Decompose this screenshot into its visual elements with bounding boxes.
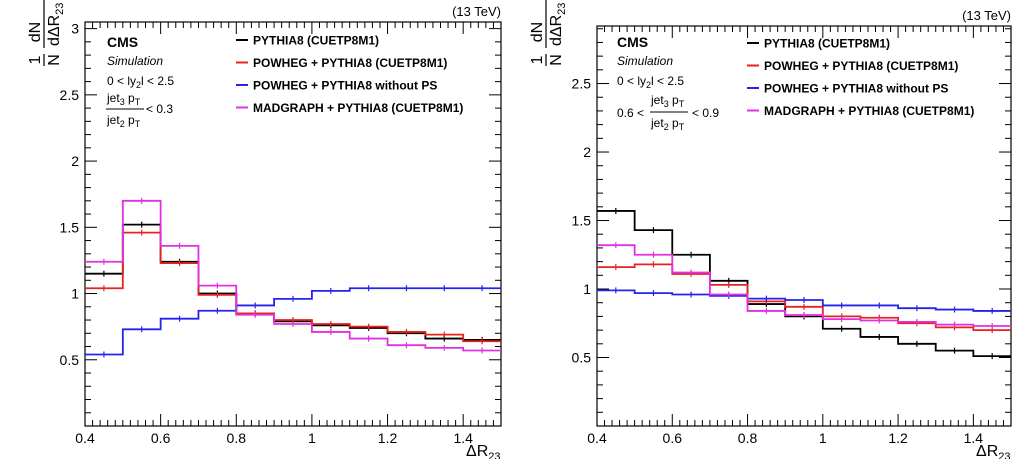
left-ylabel-ddr: dΔR23 [46, 3, 66, 46]
right-ylabel-dn: dN [529, 22, 546, 42]
right-y-tick-label: 1.5 [572, 213, 592, 229]
left-legend-entry: POWHEG + PYTHIA8 (CUETP8M1) [253, 56, 447, 70]
right-ratio-numerator: jet3 pT [650, 93, 685, 109]
right-cms-label: CMS [617, 34, 648, 50]
right-y-axis-label: 1 N dN dΔR23 [529, 0, 568, 66]
right-series-group [597, 207, 1011, 360]
right-legend-entry: POWHEG + PYTHIA8 (CUETP8M1) [764, 59, 958, 73]
left-series-line-2 [85, 287, 501, 356]
left-frame [84, 21, 502, 427]
right-frame [596, 25, 1012, 427]
right-y-tick-label: 2 [583, 144, 591, 160]
left-y-tick-label: 2 [71, 153, 79, 169]
right-x-tick-label: 0.4 [587, 430, 607, 446]
left-y-tick-label: 2.5 [60, 87, 80, 103]
right-x-axis: 0.4 0.6 0.8 1 1.2 1.4 [587, 26, 1012, 446]
right-x-tick-label: 1 [819, 430, 827, 446]
left-legend-entry: MADGRAPH + PYTHIA8 (CUETP8M1) [253, 101, 463, 115]
right-x-tick-label: 1.2 [888, 430, 908, 446]
left-ratio-cut: jet3 pT jet2 pT < 0.3 [106, 91, 173, 129]
left-legend-entry: PYTHIA8 (CUETP8M1) [253, 34, 379, 48]
right-ratio-suffix: < 0.9 [692, 106, 719, 120]
left-ratio-suffix: < 0.3 [146, 102, 173, 116]
left-simulation-label: Simulation [107, 54, 163, 68]
left-ylabel-one: 1 [27, 55, 44, 64]
left-ratio-numerator: jet3 pT [106, 91, 141, 107]
left-x-axis-label: ΔR23 [466, 443, 501, 459]
left-x-tick-label: 0.8 [227, 430, 247, 446]
right-ylabel-one: 1 [529, 55, 546, 64]
right-energy-label: (13 TeV) [962, 8, 1011, 23]
left-panel: 0.4 0.6 0.8 1 1.2 1.4 0.5 1 1.5 2 2.5 3 (13 TeV) 1… [27, 0, 502, 463]
left-legend: PYTHIA8 (CUETP8M1) POWHEG + PYTHIA8 (CUET… [236, 34, 463, 115]
right-ratio-cut: 0.6 < jet3 pT jet2 pT < 0.9 [617, 93, 719, 132]
right-ratio-denominator: jet2 pT [650, 116, 685, 132]
right-x-tick-label: 1.4 [964, 430, 984, 446]
left-y-tick-label: 3 [71, 21, 79, 37]
right-y-tick-label: 0.5 [572, 350, 592, 366]
right-series-line-2 [597, 289, 1011, 312]
left-x-tick-label: 1.4 [453, 430, 473, 446]
left-x-tick-label: 0.4 [75, 430, 95, 446]
right-x-tick-label: 0.6 [663, 430, 683, 446]
right-panel: 0.4 0.6 0.8 1 1.2 1.4 0.5 1 1.5 2 2.5 (13 TeV) 1 … [529, 0, 1012, 463]
left-y-axis: 0.5 1 1.5 2 2.5 3 [60, 21, 501, 414]
right-legend: PYTHIA8 (CUETP8M1) POWHEG + PYTHIA8 (CUET… [747, 37, 974, 118]
left-y-tick-label: 1.5 [60, 219, 80, 235]
right-y-axis: 0.5 1 1.5 2 2.5 [572, 28, 1011, 413]
left-legend-entry: POWHEG + PYTHIA8 without PS [253, 79, 437, 93]
right-rapidity-cut: 0 < ly2l < 2.5 [617, 74, 684, 90]
right-ylabel-ddr: dΔR23 [548, 3, 568, 46]
left-cms-label: CMS [107, 34, 138, 50]
right-ratio-prefix: 0.6 < [617, 106, 644, 120]
left-x-tick-label: 0.6 [151, 430, 171, 446]
left-ylabel-n: N [46, 54, 63, 66]
left-x-tick-label: 1 [308, 430, 316, 446]
right-x-axis-label: ΔR23 [976, 443, 1011, 459]
right-legend-entry: MADGRAPH + PYTHIA8 (CUETP8M1) [764, 104, 974, 118]
right-y-tick-label: 1 [583, 281, 591, 297]
right-legend-entry: PYTHIA8 (CUETP8M1) [764, 37, 890, 51]
right-y-tick-label: 2.5 [572, 76, 592, 92]
left-rapidity-cut: 0 < ly2l < 2.5 [107, 74, 174, 90]
left-ratio-denominator: jet2 pT [106, 113, 141, 129]
left-y-tick-label: 0.5 [60, 352, 80, 368]
left-ylabel-dn: dN [27, 22, 44, 42]
left-series-group [85, 197, 501, 358]
left-x-tick-label: 1.2 [378, 430, 398, 446]
left-y-tick-label: 1 [71, 286, 79, 302]
left-series-line-3 [85, 199, 501, 352]
left-energy-label: (13 TeV) [452, 4, 501, 19]
right-x-tick-label: 0.8 [738, 430, 758, 446]
left-y-axis-label: 1 N dN dΔR23 [27, 0, 66, 66]
left-x-axis: 0.4 0.6 0.8 1 1.2 1.4 [75, 22, 502, 446]
right-ylabel-n: N [548, 54, 565, 66]
right-simulation-label: Simulation [617, 54, 673, 68]
right-series-line-0 [597, 210, 1011, 358]
right-legend-entry: POWHEG + PYTHIA8 without PS [764, 82, 948, 96]
